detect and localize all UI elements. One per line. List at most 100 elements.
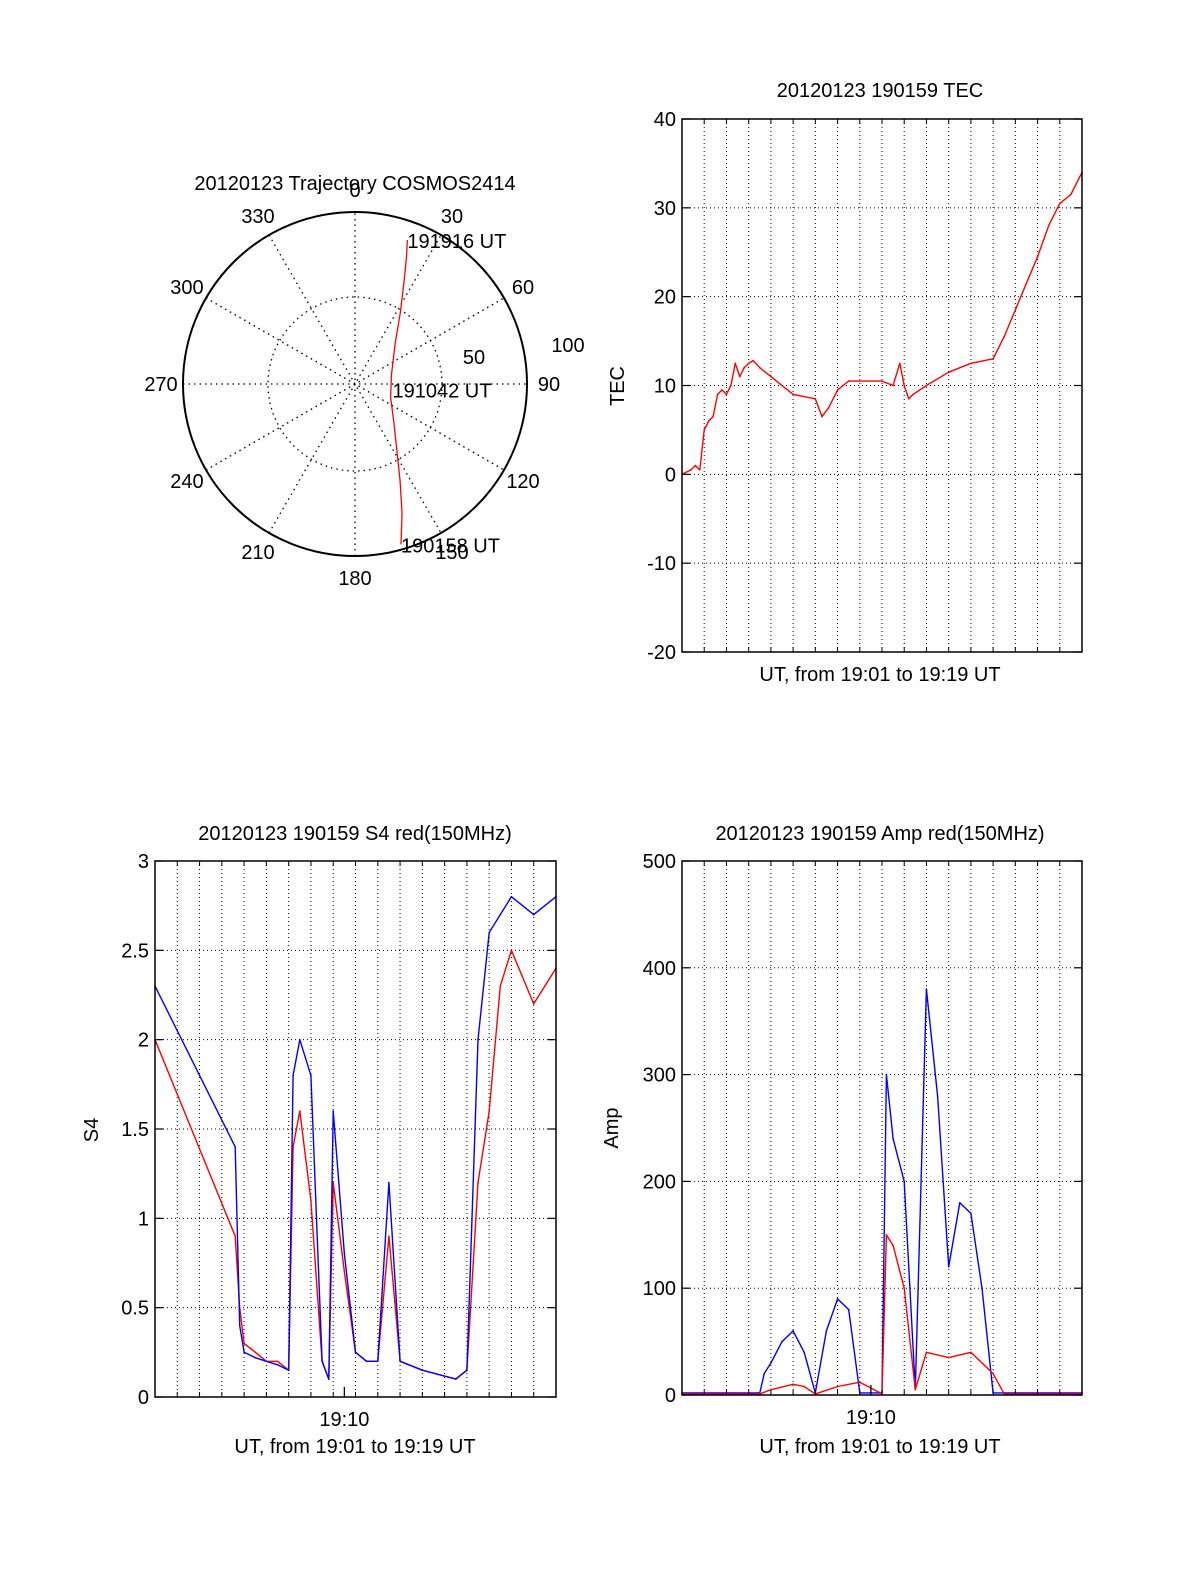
amp-series-red-point-10 bbox=[892, 1244, 894, 1247]
amp-series-blue-point-4 bbox=[781, 1340, 783, 1343]
s4-series-blue-point-1 bbox=[234, 1146, 236, 1148]
tec-series-red-point-8 bbox=[721, 389, 723, 391]
tec-series-red-point-3 bbox=[699, 469, 701, 471]
azimuth-label-330: 330 bbox=[241, 206, 274, 228]
tec-series-red-point-12 bbox=[739, 375, 741, 378]
tec-ytick-label-6: 40 bbox=[654, 109, 676, 131]
trajectory-track bbox=[389, 240, 409, 545]
s4-series-blue-point-11 bbox=[321, 1360, 323, 1363]
s4-series-blue-point-27 bbox=[532, 913, 535, 916]
s4-ticks: 0 0.5 1 1.5 2 2.5 3 19:10 bbox=[121, 851, 556, 1431]
tec-series-red-point-34 bbox=[992, 358, 994, 360]
tec-series-red-point-30 bbox=[912, 393, 914, 396]
azimuth-label-240: 240 bbox=[170, 471, 203, 493]
s4-series-blue-point-20 bbox=[421, 1369, 424, 1371]
s4-series-blue-point-17 bbox=[377, 1360, 379, 1363]
amp-grid bbox=[682, 861, 1082, 1395]
azimuth-label-210: 210 bbox=[241, 542, 274, 564]
polar-outer-circle bbox=[182, 211, 528, 557]
tec-series-red-point-17 bbox=[770, 375, 772, 378]
amp-series-blue-line bbox=[682, 988, 1082, 1394]
amp-ylabel: Amp bbox=[601, 1107, 623, 1148]
trajectory-annotation-0: 191916 UT bbox=[407, 231, 506, 253]
tec-series-red-point-1 bbox=[690, 469, 692, 471]
amp-title: 20120123 190159 Amp red(150MHz) bbox=[715, 823, 1044, 845]
s4-series-red-line bbox=[154, 949, 557, 1380]
s4-grid bbox=[155, 861, 556, 1397]
s4-ytick-label-4: 2 bbox=[138, 1030, 149, 1052]
s4-series-blue-point-8 bbox=[292, 1074, 294, 1077]
s4-series-blue-point-26 bbox=[510, 895, 513, 898]
s4-series-blue-point-15 bbox=[354, 1351, 357, 1354]
amp-series-blue-point-2 bbox=[763, 1372, 765, 1375]
s4-series-blue-point-18 bbox=[388, 1181, 390, 1184]
amp-series-red-point-3 bbox=[792, 1383, 794, 1386]
s4-series-blue-point-22 bbox=[466, 1369, 468, 1371]
tec-series-red-point-20 bbox=[821, 415, 823, 418]
s4-series-blue-point-9 bbox=[299, 1038, 301, 1041]
s4-series-red-point-24 bbox=[488, 1110, 491, 1112]
polar-ring-labels: 50 100 bbox=[463, 335, 585, 369]
s4-series-red-point-6 bbox=[276, 1360, 279, 1363]
trajectory-annotation-2: 190158 UT bbox=[401, 535, 500, 557]
s4-series-red-point-26 bbox=[510, 949, 513, 952]
s4-series-blue-point-24 bbox=[488, 931, 491, 934]
s4-xtick-label-0: 19:10 bbox=[319, 1409, 369, 1431]
amp-series-blue-point-22 bbox=[970, 1212, 972, 1215]
azimuth-label-150: 150 bbox=[435, 542, 468, 564]
s4-series-blue-point-16 bbox=[365, 1360, 368, 1363]
s4-series-blue-point-12 bbox=[328, 1378, 330, 1380]
tec-ytick-label-5: 30 bbox=[654, 198, 676, 220]
tec-series-red-point-5 bbox=[707, 420, 710, 422]
tec-series-red-point-19 bbox=[814, 398, 817, 400]
tec-ytick-label-3: 10 bbox=[654, 376, 676, 398]
tec-series-red-point-41 bbox=[1070, 193, 1072, 196]
polar-azimuth-labels: 0 30 60 90 120 150 180 210 240 270 300 330 bbox=[144, 180, 560, 590]
tec-series-red-point-24 bbox=[859, 380, 861, 382]
s4-ytick-label-1: 0.5 bbox=[121, 1298, 149, 1320]
tec-chart: 20120123 190159 TEC -20 -10 0 10 20 30 40 UT, … bbox=[607, 80, 1083, 686]
amp-chart: 20120123 190159 Amp red(150MHz) 0 100 200 3… bbox=[601, 823, 1083, 1458]
s4-series-blue-point-19 bbox=[399, 1360, 401, 1363]
tec-series-group bbox=[681, 171, 1083, 476]
s4-chart: 20120123 190159 S4 red(150MHz) 0 0.5 1 1.5 2… bbox=[81, 823, 557, 1458]
ring-label-50: 50 bbox=[463, 347, 485, 369]
tec-series-red-point-33 bbox=[970, 362, 972, 365]
tec-series-red-point-39 bbox=[1047, 224, 1050, 227]
amp-ytick-label-1: 100 bbox=[643, 1278, 676, 1300]
s4-series-blue-point-3 bbox=[243, 1351, 245, 1354]
amp-series-red-point-15 bbox=[970, 1351, 972, 1354]
s4-series-blue-point-7 bbox=[287, 1369, 290, 1371]
tec-series-red-point-16 bbox=[759, 366, 761, 369]
s4-series-red-point-4 bbox=[254, 1351, 257, 1354]
tec-series-red-point-7 bbox=[716, 393, 719, 396]
s4-series-blue-point-5 bbox=[265, 1360, 268, 1363]
amp-series-red-point-6 bbox=[836, 1385, 839, 1388]
polar-grid bbox=[183, 212, 527, 556]
azimuth-label-180: 180 bbox=[338, 568, 371, 590]
amp-series-blue-point-15 bbox=[892, 1137, 894, 1140]
tec-series-red-point-11 bbox=[734, 362, 737, 365]
trajectory-title: 20120123 Trajectory COSMOS2414 bbox=[194, 173, 515, 195]
s4-series-blue-point-2 bbox=[238, 1324, 241, 1327]
tec-series-red-point-28 bbox=[903, 384, 905, 387]
trajectory-annotation-1: 191042 UT bbox=[392, 380, 491, 402]
tec-series-red-point-18 bbox=[792, 393, 794, 396]
tec-series-red-point-6 bbox=[712, 415, 714, 418]
amp-series-red-point-4 bbox=[803, 1385, 805, 1388]
s4-series-blue-point-10 bbox=[310, 1074, 312, 1077]
amp-series-blue-point-18 bbox=[925, 988, 928, 990]
s4-ytick-label-5: 2.5 bbox=[121, 940, 149, 962]
amp-ticks: 0 100 200 300 400 500 19:10 bbox=[643, 851, 1082, 1429]
amp-ytick-label-3: 300 bbox=[643, 1065, 676, 1087]
tec-title: 20120123 190159 TEC bbox=[777, 80, 983, 102]
ring-label-100: 100 bbox=[551, 335, 584, 357]
amp-series-blue-point-5 bbox=[792, 1330, 794, 1332]
amp-series-blue-point-10 bbox=[847, 1308, 850, 1311]
tec-series-red-point-10 bbox=[730, 384, 732, 387]
tec-series-red-point-2 bbox=[694, 464, 697, 467]
s4-series-blue-point-21 bbox=[455, 1378, 457, 1380]
s4-title: 20120123 190159 S4 red(150MHz) bbox=[198, 823, 512, 845]
tec-series-red-point-32 bbox=[947, 371, 950, 374]
s4-series-blue-point-6 bbox=[276, 1364, 279, 1366]
